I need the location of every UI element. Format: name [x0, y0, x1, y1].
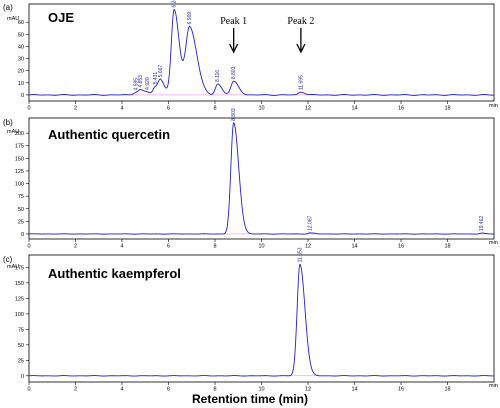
peak-rt-label: 5.667 — [158, 65, 164, 78]
y-tick-label: 100 — [15, 312, 24, 318]
peak-rt-label: 5.431 — [153, 72, 159, 85]
y-tick-label: 175 — [15, 144, 24, 150]
x-tick-label: 12 — [305, 244, 311, 250]
y-tick-label: 20 — [18, 69, 24, 75]
y-tick-label: 0 — [21, 232, 24, 238]
x-tick-label: 6 — [167, 106, 170, 112]
y-tick-label: 75 — [18, 194, 24, 200]
x-tick-label: 0 — [27, 387, 30, 393]
chromatogram-trace — [28, 8, 495, 96]
peak-rt-label: 12.087 — [308, 215, 314, 231]
peak-rt-label: 19.462 — [479, 216, 485, 232]
x-tick-label: 14 — [351, 106, 357, 112]
x-tick-label: 4 — [120, 387, 123, 393]
peak-rt-label: 8.803 — [231, 66, 237, 79]
y-tick-label: 150 — [15, 156, 24, 162]
y-tick-label: 50 — [18, 343, 24, 349]
x-tick-label: 12 — [305, 106, 311, 112]
peak-annotation-label: Peak 2 — [287, 16, 314, 27]
y-tick-label: 75 — [18, 327, 24, 333]
chromatogram-trace — [28, 263, 495, 377]
y-tick-label: 50 — [18, 32, 24, 38]
y-tick-label: 150 — [15, 281, 24, 287]
y-tick-label: 125 — [15, 296, 24, 302]
chromatogram-trace — [28, 122, 494, 235]
panel-c-title: Authentic kaempferol — [48, 266, 181, 281]
y-tick-label: 175 — [15, 265, 24, 271]
peak-annotation-label: Peak 1 — [220, 16, 247, 27]
peak-rt-label: 4.595 — [133, 78, 139, 91]
peak-rt-label: 11.695 — [298, 75, 304, 90]
panel-a-ylabel: mAU — [7, 16, 19, 22]
y-tick-label: 25 — [18, 358, 24, 364]
x-tick-label: 14 — [351, 244, 357, 250]
x-tick-label: 2 — [74, 244, 77, 250]
x-tick-label: 2 — [74, 106, 77, 112]
peak-rt-label: 11.653 — [297, 247, 303, 262]
x-tick-label: 10 — [258, 244, 264, 250]
y-tick-label: 125 — [15, 169, 24, 175]
x-tick-label: 4 — [120, 244, 123, 250]
panel-b-xunit: min — [489, 240, 498, 246]
panel-c-xunit: min — [489, 383, 498, 389]
panel-b-title: Authentic quercetin — [48, 127, 170, 142]
x-tick-label: 2 — [74, 387, 77, 393]
x-tick-label: 10 — [258, 387, 264, 393]
x-tick-label: 16 — [398, 244, 404, 250]
x-tick-label: 18 — [444, 106, 450, 112]
y-tick-label: 0 — [21, 93, 24, 99]
y-tick-label: 30 — [18, 57, 24, 63]
annotation-arrow-head — [296, 43, 306, 54]
panel-b-letter: (b) — [3, 118, 13, 127]
x-tick-label: 14 — [351, 387, 357, 393]
annotation-arrow-head — [229, 43, 239, 54]
panel-a-letter: (a) — [3, 3, 13, 12]
panel-a: (a) OJE mAU min 0 10 20 30 40 50 60 0 2 4 6 8 10 12 14… — [3, 0, 498, 112]
y-tick-label: 100 — [15, 182, 24, 188]
x-tick-label: 8 — [213, 244, 216, 250]
y-tick-label: 50 — [18, 207, 24, 213]
x-tick-label: 12 — [305, 387, 311, 393]
x-tick-label: 8 — [213, 106, 216, 112]
x-tick-label: 0 — [27, 244, 30, 250]
panel-b: (b) Authentic quercetin mAU min 0 25 50 75 1… — [3, 108, 498, 249]
peak-rt-label: 6.909 — [187, 12, 193, 25]
panel-a-title: OJE — [48, 10, 74, 25]
panel-b-ylabel: mAU — [7, 129, 19, 135]
x-tick-label: 10 — [258, 106, 264, 112]
peak-rt-label: 8.803 — [231, 108, 237, 121]
x-axis-title: Retention time (min) — [192, 392, 308, 406]
y-tick-label: 0 — [21, 374, 24, 380]
x-tick-label: 4 — [120, 106, 123, 112]
panel-c-letter: (c) — [3, 255, 13, 264]
x-tick-label: 6 — [167, 387, 170, 393]
peak-rt-label: 4.920 — [145, 77, 151, 90]
y-tick-label: 60 — [18, 20, 24, 26]
y-tick-label: 25 — [18, 219, 24, 225]
panel-c: (c) Authentic kaempferol mAU min 0 25 50 75… — [3, 247, 498, 392]
panel-a-frame — [28, 3, 495, 102]
y-tick-label: 40 — [18, 44, 24, 50]
peak-rt-label: 4.853 — [138, 75, 144, 88]
peak-rt-label: 8.116 — [215, 70, 221, 82]
peak-rt-label: 6.243 — [172, 0, 178, 8]
x-tick-label: 0 — [27, 106, 30, 112]
x-tick-label: 18 — [444, 387, 450, 393]
x-tick-label: 16 — [398, 387, 404, 393]
panel-a-xunit: min — [489, 103, 498, 109]
x-tick-label: 8 — [213, 387, 216, 393]
x-tick-label: 16 — [398, 106, 404, 112]
panel-c-ylabel: mAU — [7, 264, 19, 270]
y-tick-label: 10 — [18, 81, 24, 87]
y-tick-label: 200 — [15, 131, 24, 137]
x-tick-label: 18 — [444, 244, 450, 250]
x-tick-label: 6 — [167, 244, 170, 250]
